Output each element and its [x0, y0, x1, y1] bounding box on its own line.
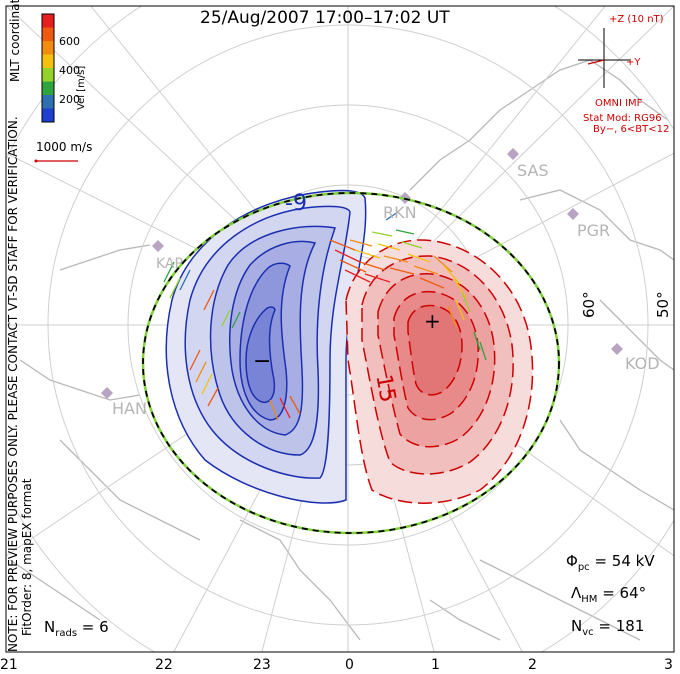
- station-han: HAN: [112, 399, 147, 418]
- plot-frame: [5, 5, 675, 653]
- color-bar-segment: [42, 81, 54, 96]
- imf-condition: By−, 6<BT<12: [593, 124, 670, 135]
- neg-contour-label: -9: [285, 191, 307, 216]
- preview-note: NOTE: FOR PREVIEW PURPOSES ONLY. PLEASE …: [6, 116, 20, 652]
- scale-tick-400: 400: [59, 64, 80, 77]
- cross-polar-potential: Φpc = 54 kV: [566, 552, 655, 573]
- negative-potential-cell: [165, 189, 367, 504]
- color-bar-segment: [42, 95, 54, 109]
- station-rkn: RKN: [383, 203, 417, 222]
- imf-clock: [578, 28, 630, 88]
- mlt-label-23: 23: [253, 657, 271, 673]
- coordinates-label: MLT coordinates: [8, 0, 22, 82]
- station-kod: KOD: [625, 354, 660, 373]
- vector-count: Nvc = 181: [571, 617, 645, 638]
- imf-z-label: +Z (10 nT): [609, 14, 664, 25]
- min-potential-marker: −: [253, 349, 271, 374]
- positive-potential-cell: [345, 239, 534, 504]
- mlt-label-0: 0: [345, 657, 354, 673]
- coastlines: [9, 59, 674, 641]
- color-bar-segment: [42, 14, 54, 28]
- lat-label-60: 60°: [580, 291, 598, 318]
- imf-model: Stat Mod: RG96: [583, 113, 662, 124]
- plot-title: 25/Aug/2007 17:00–17:02 UT: [200, 8, 450, 28]
- velocity-ref-label: 1000 m/s: [36, 140, 93, 154]
- mlt-label-2: 2: [528, 657, 537, 673]
- color-bar-segment: [42, 54, 54, 69]
- imf-y-label: +Y: [626, 57, 641, 68]
- max-potential-marker: +: [424, 309, 441, 333]
- velocity-vectors: [163, 211, 487, 421]
- velocity-ref-dot: [34, 159, 38, 163]
- hm-latitude: ΛHM = 64°: [571, 584, 647, 605]
- station-sas: SAS: [517, 161, 549, 180]
- color-bar-segment: [42, 68, 54, 82]
- imf-source: OMNI IMF: [595, 98, 643, 109]
- hm-boundary-dash: [142, 192, 560, 534]
- mlt-label-3: 3: [664, 657, 673, 673]
- station-pgr: PGR: [577, 221, 610, 240]
- color-bar-segment: [42, 108, 54, 123]
- mlt-label-21: 21: [0, 657, 18, 673]
- pos-contour-label: 15: [371, 373, 400, 405]
- radar-count: Nrads = 6: [44, 618, 109, 639]
- fit-order: FitOrder: 8, mapEX format: [20, 478, 34, 636]
- color-bar-segment: [42, 41, 54, 55]
- scale-unit: Vel [m/s]: [76, 65, 87, 110]
- lat-label-50: 50°: [654, 291, 672, 318]
- mlt-label-1: 1: [431, 657, 440, 673]
- station-kap: KAP: [156, 256, 183, 272]
- color-bar-border: [41, 13, 55, 123]
- scale-tick-600: 600: [59, 35, 80, 48]
- pos-contour-5: [407, 304, 463, 396]
- scale-tick-200: 200: [59, 93, 80, 106]
- color-bar-segment: [42, 27, 54, 42]
- neg-contour-6: [245, 306, 276, 404]
- mlt-label-22: 22: [155, 657, 173, 673]
- velocity-color-bar: [41, 13, 55, 123]
- station-markers: [101, 148, 623, 399]
